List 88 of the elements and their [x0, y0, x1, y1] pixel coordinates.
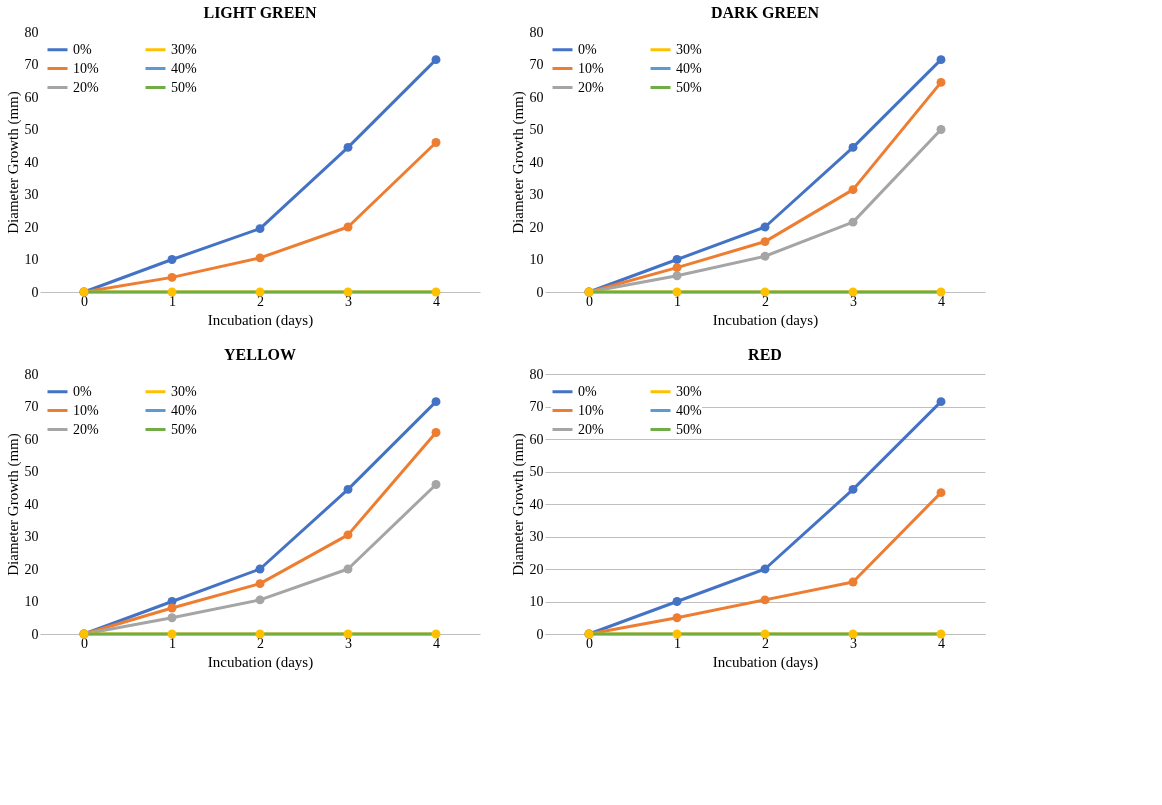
x-tick-label: 1 — [674, 293, 681, 309]
y-tick-label: 70 — [529, 57, 544, 72]
legend-label: 20% — [73, 421, 99, 437]
y-tick-label: 70 — [24, 57, 39, 72]
y-axis-title: Diameter Growth (mm) — [509, 91, 527, 234]
y-tick-label: 10 — [529, 252, 544, 267]
x-tick-label: 2 — [762, 635, 769, 651]
y-tick-label: 30 — [529, 529, 544, 544]
y-tick-label: 30 — [24, 187, 39, 202]
y-tick-label: 80 — [529, 366, 544, 382]
y-tick-label: 60 — [529, 89, 544, 105]
chart-title: RED — [748, 346, 782, 363]
y-tick-label: 60 — [529, 431, 544, 447]
y-tick-label: 10 — [24, 252, 39, 267]
y-tick-label: 20 — [24, 561, 39, 577]
y-tick-label: 20 — [529, 561, 544, 577]
x-axis-title: Incubation (days) — [207, 311, 314, 329]
legend-label: 40% — [676, 402, 702, 418]
y-tick-label: 40 — [529, 496, 544, 512]
legend-label: 40% — [171, 60, 197, 76]
x-tick-label: 3 — [850, 293, 857, 309]
y-tick-label: 30 — [24, 529, 39, 544]
y-tick-label: 50 — [529, 464, 544, 479]
x-tick-label: 4 — [433, 635, 440, 651]
y-axis-title: Diameter Growth (mm) — [509, 433, 527, 576]
y-tick-label: 40 — [529, 154, 544, 170]
legend-label: 20% — [578, 79, 604, 95]
legend-label: 10% — [73, 60, 99, 76]
y-tick-label: 30 — [529, 187, 544, 202]
legend-label: 20% — [578, 421, 604, 437]
y-axis-title: Diameter Growth (mm) — [4, 433, 22, 576]
y-tick-label: 60 — [24, 89, 39, 105]
x-tick-label: 1 — [169, 293, 176, 309]
legend-label: 10% — [73, 402, 99, 418]
x-axis-title: Incubation (days) — [207, 653, 314, 671]
legend-label: 0% — [73, 383, 92, 399]
x-tick-label: 0 — [586, 635, 593, 651]
legend-label: 50% — [171, 421, 197, 437]
legend-label: 20% — [73, 79, 99, 95]
chart-title: DARK GREEN — [710, 4, 820, 21]
y-tick-label: 80 — [529, 24, 544, 40]
legend-label: 30% — [171, 383, 197, 399]
x-tick-label: 1 — [674, 635, 681, 651]
y-tick-label: 20 — [24, 219, 39, 235]
x-axis-title: Incubation (days) — [712, 311, 819, 329]
legend-label: 0% — [73, 41, 92, 57]
x-tick-label: 3 — [345, 293, 352, 309]
x-tick-label: 2 — [257, 293, 264, 309]
y-tick-label: 40 — [24, 496, 39, 512]
x-tick-label: 0 — [81, 635, 88, 651]
x-tick-label: 2 — [257, 635, 264, 651]
x-tick-label: 0 — [81, 293, 88, 309]
y-tick-label: 60 — [24, 431, 39, 447]
x-tick-label: 2 — [762, 293, 769, 309]
x-tick-label: 3 — [850, 635, 857, 651]
x-tick-label: 0 — [586, 293, 593, 309]
y-tick-label: 20 — [529, 219, 544, 235]
x-tick-label: 4 — [938, 293, 945, 309]
y-axis-title: Diameter Growth (mm) — [4, 91, 22, 234]
legend-label: 30% — [676, 41, 702, 57]
x-tick-label: 1 — [169, 635, 176, 651]
y-tick-label: 10 — [24, 594, 39, 609]
legend-label: 50% — [171, 79, 197, 95]
legend-label: 50% — [676, 421, 702, 437]
legend-label: 10% — [578, 402, 604, 418]
y-tick-label: 10 — [529, 594, 544, 609]
chart-title: YELLOW — [223, 346, 297, 363]
y-tick-label: 80 — [24, 366, 39, 382]
y-tick-label: 50 — [529, 122, 544, 137]
legend-label: 30% — [171, 41, 197, 57]
legend-label: 40% — [676, 60, 702, 76]
x-axis-title: Incubation (days) — [712, 653, 819, 671]
chart-title: LIGHT GREEN — [203, 4, 317, 21]
legend-label: 0% — [578, 41, 597, 57]
legend-label: 30% — [676, 383, 702, 399]
y-tick-label: 70 — [24, 399, 39, 414]
x-tick-label: 3 — [345, 635, 352, 651]
legend-label: 10% — [578, 60, 604, 76]
x-tick-label: 4 — [938, 635, 945, 651]
legend-label: 40% — [171, 402, 197, 418]
legend-label: 0% — [578, 383, 597, 399]
legend-label: 50% — [676, 79, 702, 95]
y-tick-label: 70 — [529, 399, 544, 414]
y-tick-label: 50 — [24, 464, 39, 479]
y-tick-label: 50 — [24, 122, 39, 137]
y-tick-label: 40 — [24, 154, 39, 170]
x-tick-label: 4 — [433, 293, 440, 309]
y-tick-label: 80 — [24, 24, 39, 40]
